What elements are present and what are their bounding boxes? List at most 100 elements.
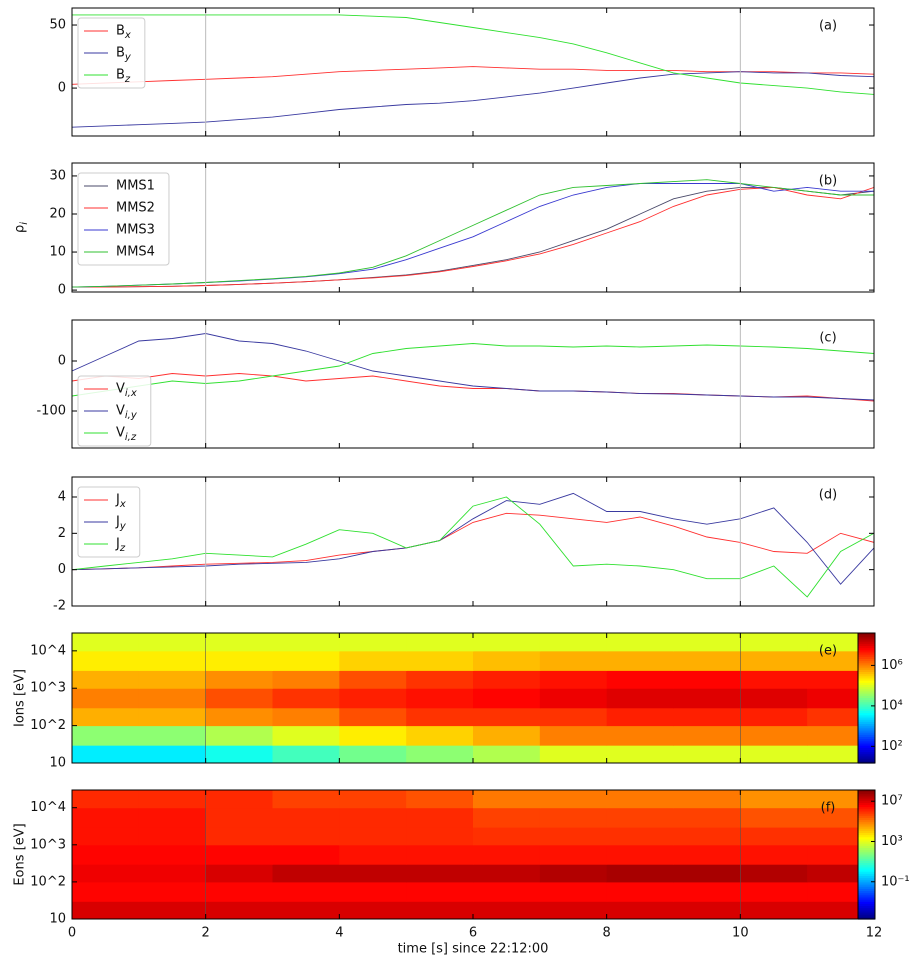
plot-area <box>72 477 874 606</box>
plot-area <box>72 163 874 292</box>
heatmap-cell <box>740 650 808 671</box>
heatmap-cell <box>72 633 140 652</box>
colorbar-strip <box>858 852 875 856</box>
heatmap-cell <box>606 827 674 846</box>
heatmap-cell <box>606 725 674 746</box>
colorbar-strip <box>858 648 875 651</box>
x-tick-label: 6 <box>469 926 477 941</box>
heatmap-cell <box>740 790 808 809</box>
heatmap-cell <box>406 670 474 689</box>
colorbar-strip <box>858 897 875 901</box>
heatmap-cell <box>539 707 608 727</box>
colorbar-strip <box>858 663 875 667</box>
x-tick-label: 0 <box>68 926 76 941</box>
heatmap-cell <box>72 790 140 809</box>
colorbar-strip <box>858 878 875 881</box>
colorbar-strip <box>858 747 875 751</box>
heatmap-cell <box>406 725 474 746</box>
y-tick-label: 0 <box>58 283 66 298</box>
colorbar-strip <box>858 672 875 675</box>
colorbar-strip <box>858 643 875 647</box>
heatmap-cell <box>740 881 808 902</box>
legend-label: MMS1 <box>116 179 155 194</box>
colorbar-strip <box>858 833 875 836</box>
colorbar-tick-label: 10⁻¹ <box>881 874 910 889</box>
heatmap-cell <box>272 633 340 652</box>
colorbar-strip <box>858 856 875 860</box>
colorbar-strip <box>858 916 875 920</box>
heatmap-cell <box>272 790 340 809</box>
panel-frame <box>71 162 875 293</box>
colorbar-strip <box>858 689 875 693</box>
colorbar-strip <box>858 790 875 793</box>
heatmap-cell <box>539 827 608 846</box>
colorbar-strip <box>858 726 875 729</box>
colorbar-strip <box>858 796 875 800</box>
heatmap-cell <box>339 745 407 763</box>
colorbar-strip <box>858 732 875 736</box>
heatmap-cell <box>606 881 674 902</box>
heatmap-cell <box>205 881 273 902</box>
colorbar-strip <box>858 813 875 817</box>
heatmap-cell <box>807 745 858 763</box>
colorbar-strip <box>858 743 875 747</box>
colorbar-strip <box>858 901 875 905</box>
heatmap-cell <box>473 670 541 689</box>
panel-frame <box>71 319 875 449</box>
colorbar-strip <box>858 633 875 636</box>
heatmap-cell <box>673 707 741 727</box>
heatmap-cell <box>740 688 808 709</box>
heatmap-cell <box>138 901 207 919</box>
legend: Jx Jy Jz <box>77 486 141 558</box>
heatmap-cell <box>272 670 340 689</box>
heatmap-cell <box>606 844 674 865</box>
heatmap-cell <box>339 725 407 746</box>
x-tick-label: 12 <box>866 926 883 941</box>
heatmap-cell <box>473 707 541 727</box>
heatmap-cell <box>606 901 674 919</box>
colorbar-strip <box>858 754 875 758</box>
colorbar-strip <box>858 652 875 656</box>
colorbar-strip <box>858 873 875 877</box>
colorbar-strip <box>858 835 875 838</box>
heatmap-cell <box>272 844 340 865</box>
heatmap-cell <box>740 633 808 652</box>
heatmap-cell <box>740 844 808 865</box>
colorbar-strip <box>858 719 875 723</box>
colorbar-strip <box>858 665 875 669</box>
series-line <box>72 373 874 402</box>
heatmap-cell <box>406 707 474 727</box>
heatmap-cell <box>673 901 741 919</box>
colorbar-strip <box>858 841 875 845</box>
y-tick-label: 10^3 <box>30 837 66 852</box>
colorbar-strip <box>858 676 875 680</box>
colorbar-strip <box>858 682 875 686</box>
heatmap-cell <box>205 745 273 763</box>
heatmap-cell <box>406 827 474 846</box>
colorbar-strip <box>858 811 875 815</box>
y-tick-label: 0 <box>58 562 66 577</box>
y-tick-label: 2 <box>58 526 66 541</box>
heatmap-cell <box>740 827 808 846</box>
heatmap-cell <box>72 844 140 865</box>
heatmap-cell <box>72 864 140 883</box>
colorbar-tick-label: 10⁴ <box>881 698 903 713</box>
panel-label: (e) <box>819 644 837 659</box>
heatmap-cell <box>205 901 273 919</box>
colorbar-strip <box>858 654 875 658</box>
colorbar-strip <box>858 860 875 864</box>
y-tick-label: 10^2 <box>30 718 66 733</box>
colorbar-strip <box>858 893 875 896</box>
colorbar-strip <box>858 637 875 641</box>
heatmap-cell <box>740 745 808 763</box>
heatmap-cell <box>606 650 674 671</box>
heatmap-cell <box>406 745 474 763</box>
heatmap-cell <box>673 844 741 865</box>
heatmap-cell <box>205 807 273 828</box>
colorbar-strip <box>858 721 875 725</box>
heatmap-cell <box>339 901 407 919</box>
colorbar-strip <box>858 674 875 677</box>
heatmap-cell <box>272 707 340 727</box>
colorbar-strip <box>858 734 875 738</box>
colorbar-strip <box>858 888 875 892</box>
